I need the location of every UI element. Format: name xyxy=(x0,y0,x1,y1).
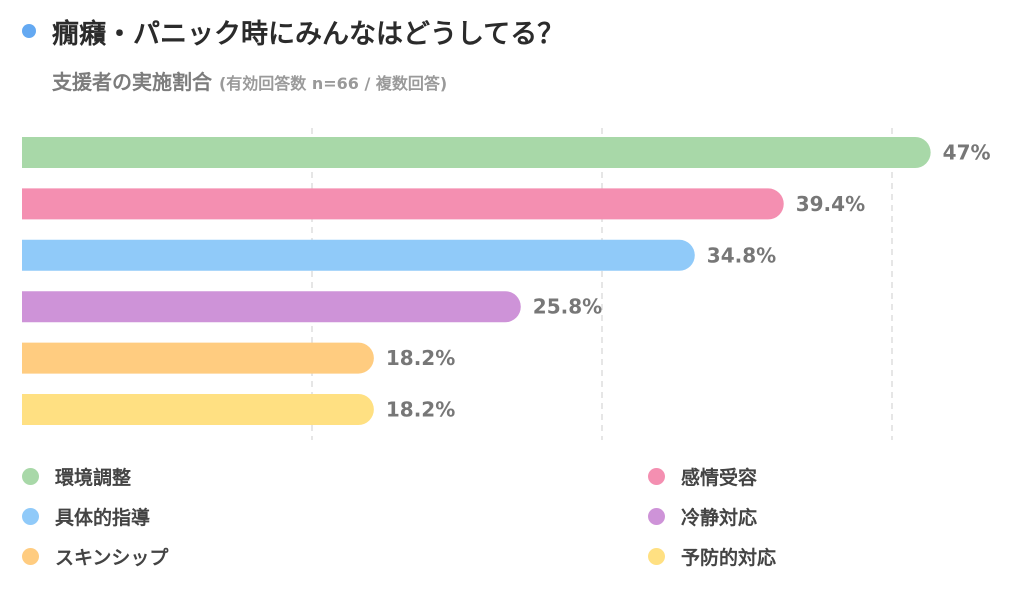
legend-swatch-icon xyxy=(22,548,39,565)
legend-label: 環境調整 xyxy=(55,467,132,489)
chart-subtitle: 支援者の実施割合 (有効回答数 n=66 / 複数回答) xyxy=(52,66,447,95)
legend-swatch-icon xyxy=(22,468,39,485)
legend-label: 冷静対応 xyxy=(681,507,758,529)
title-bullet-icon xyxy=(22,24,36,38)
bar-value-label: 18.2% xyxy=(386,398,455,422)
legend-swatch-icon xyxy=(648,508,665,525)
bar-value-label: 25.8% xyxy=(533,295,602,319)
bar-value-label: 39.4% xyxy=(796,192,865,216)
bar-value-label: 18.2% xyxy=(386,346,455,370)
subtitle-main: 支援者の実施割合 xyxy=(52,70,212,94)
legend-swatch-icon xyxy=(648,468,665,485)
bar-6 xyxy=(22,394,374,425)
legend-label: スキンシップ xyxy=(55,547,169,569)
legend-item: 冷静対応 xyxy=(648,503,757,530)
legend-item: 具体的指導 xyxy=(22,503,150,530)
chart-legend: 環境調整 感情受容具体的指導 冷静対応スキンシップ 予防的対応 xyxy=(0,455,1024,575)
bar-2 xyxy=(22,188,784,220)
legend-item: 予防的対応 xyxy=(648,543,776,570)
bar-chart: 47% 39.4% 34.8% 25.8% 18.2% 18.2% xyxy=(22,128,991,440)
legend-swatch-icon xyxy=(22,508,39,525)
bar-3 xyxy=(22,239,695,271)
chart-title: 癇癪・パニック時にみんなはどうしてる？ xyxy=(52,19,565,50)
bar-4 xyxy=(22,291,521,323)
subtitle-note: (有効回答数 n=66 / 複数回答) xyxy=(218,74,448,93)
bar-value-label: 34.8% xyxy=(707,243,776,267)
legend-item: スキンシップ xyxy=(22,543,168,570)
legend-label: 予防的対応 xyxy=(681,547,777,569)
bar-1 xyxy=(22,137,931,168)
legend-swatch-icon xyxy=(648,548,665,565)
legend-item: 感情受容 xyxy=(648,463,757,490)
bar-5 xyxy=(22,342,374,374)
legend-label: 感情受容 xyxy=(681,467,758,489)
bar-value-label: 47% xyxy=(943,141,991,165)
legend-label: 具体的指導 xyxy=(55,507,151,529)
legend-item: 環境調整 xyxy=(22,463,131,490)
